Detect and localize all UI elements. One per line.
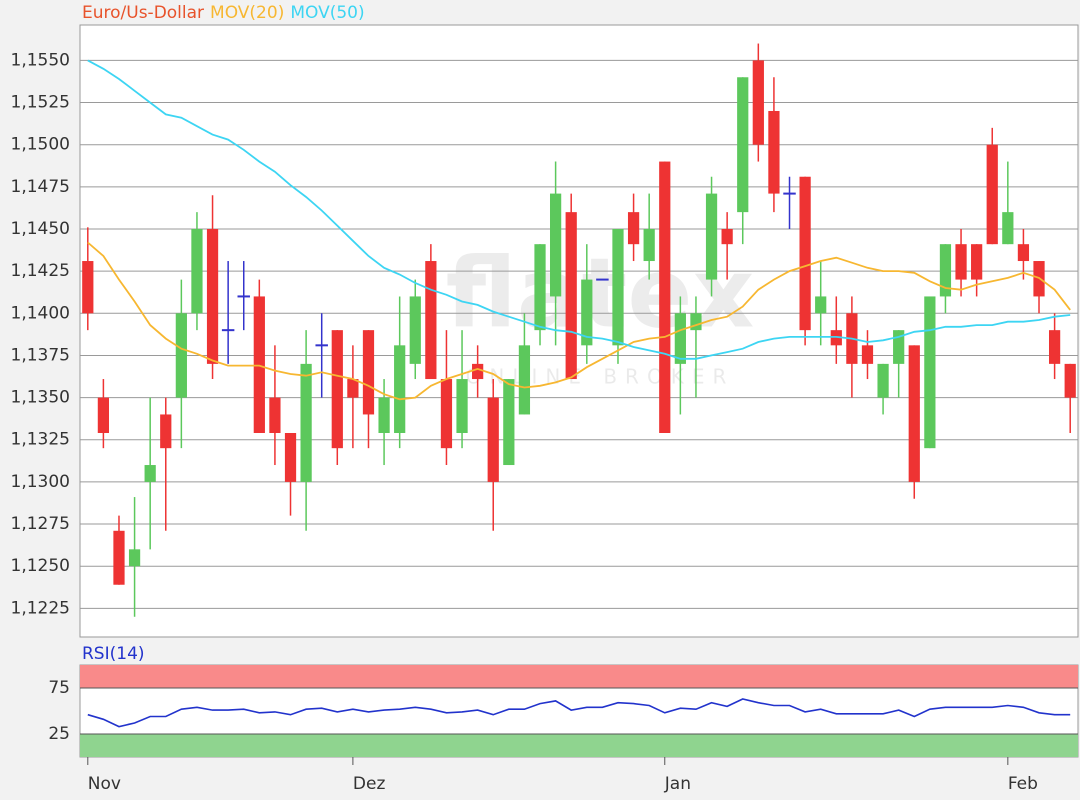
candle-body — [955, 244, 967, 280]
y-tick-label: 1,1250 — [11, 556, 70, 576]
watermark-logo: flatex — [446, 237, 755, 349]
x-tick-label: Dez — [353, 774, 386, 794]
candle-body — [206, 229, 219, 364]
candle-body — [534, 244, 546, 331]
rsi-zone — [80, 665, 1078, 688]
candle-body — [128, 549, 141, 567]
candle-body — [300, 363, 312, 482]
y-tick-label: 1,1475 — [11, 177, 70, 197]
candle-body — [472, 363, 484, 380]
candle-body — [518, 345, 531, 415]
candle-body — [503, 379, 515, 466]
candle-body — [144, 465, 156, 482]
candle-body — [394, 345, 406, 433]
candle-body — [378, 397, 390, 433]
y-tick-label: 1,1375 — [11, 345, 70, 365]
candle-body — [191, 229, 203, 314]
y-tick-label: 1,1275 — [11, 514, 70, 534]
candle-body — [362, 330, 375, 415]
candle-body — [721, 229, 733, 245]
candle-body — [1048, 330, 1061, 364]
y-tick-label: 1,1525 — [11, 93, 70, 113]
candle-body — [269, 397, 281, 433]
candle-body — [908, 345, 920, 482]
candle-body — [97, 397, 110, 433]
candle-body — [799, 176, 811, 331]
legend-title: RSI(14) — [82, 644, 145, 664]
candle-body — [409, 296, 421, 364]
candle-body — [659, 161, 671, 433]
legend-entry: MOV(50) — [290, 3, 364, 23]
candle-body — [986, 144, 998, 245]
y-tick-label: 75 — [48, 678, 70, 698]
y-tick-label: 1,1550 — [11, 50, 70, 70]
legend-entry: MOV(20) — [210, 3, 284, 23]
candle-body — [347, 379, 359, 398]
candle-body — [175, 313, 187, 398]
candle-body — [612, 229, 624, 346]
y-tick-label: 1,1400 — [11, 303, 70, 323]
candle-body — [82, 261, 94, 314]
y-tick-label: 1,1450 — [11, 219, 70, 239]
y-tick-label: 1,1425 — [11, 261, 70, 281]
candle-body — [643, 229, 655, 262]
legend-title: Euro/Us-Dollar — [82, 3, 204, 23]
moving-average-line — [87, 241, 1071, 401]
candle-body — [425, 261, 437, 380]
candle-body — [737, 77, 749, 213]
candle-body — [752, 60, 764, 145]
candle-body — [487, 397, 499, 482]
y-tick-label: 1,1300 — [11, 472, 70, 492]
candle-body — [893, 330, 905, 364]
y-tick-label: 1,1350 — [11, 388, 70, 408]
y-tick-label: 25 — [48, 724, 70, 744]
y-tick-label: 1,1225 — [11, 598, 70, 618]
candle-body — [549, 193, 562, 297]
candle-body — [1002, 212, 1014, 245]
rsi-line — [87, 698, 1071, 728]
x-tick-label: Feb — [1008, 774, 1038, 794]
y-tick-label: 1,1500 — [11, 135, 70, 155]
rsi-zone — [80, 734, 1078, 757]
candle-body — [674, 313, 686, 364]
candle-body — [1017, 244, 1030, 262]
candle-body — [861, 345, 874, 364]
candle-body — [690, 313, 702, 331]
candle-body — [705, 193, 718, 280]
candle-body — [440, 379, 453, 449]
x-tick-label: Jan — [664, 774, 691, 794]
candle-body — [627, 212, 640, 245]
candle-body — [924, 296, 936, 449]
y-tick-label: 1,1325 — [11, 430, 70, 450]
candle-body — [160, 414, 172, 449]
candle-body — [581, 279, 593, 346]
candle-body — [456, 379, 468, 433]
candle-body — [768, 110, 780, 194]
candle-body — [331, 330, 343, 449]
candle-body — [877, 363, 889, 398]
candle-body — [939, 244, 952, 297]
candle-body — [284, 433, 297, 482]
candle-body — [113, 530, 125, 585]
x-tick-label: Nov — [88, 774, 121, 794]
candle-body — [815, 296, 827, 314]
candle-body — [1064, 363, 1076, 398]
candle-body — [971, 244, 983, 280]
candle-body — [565, 212, 577, 380]
main-plot-area — [79, 24, 1079, 638]
moving-average-line — [87, 59, 1071, 360]
